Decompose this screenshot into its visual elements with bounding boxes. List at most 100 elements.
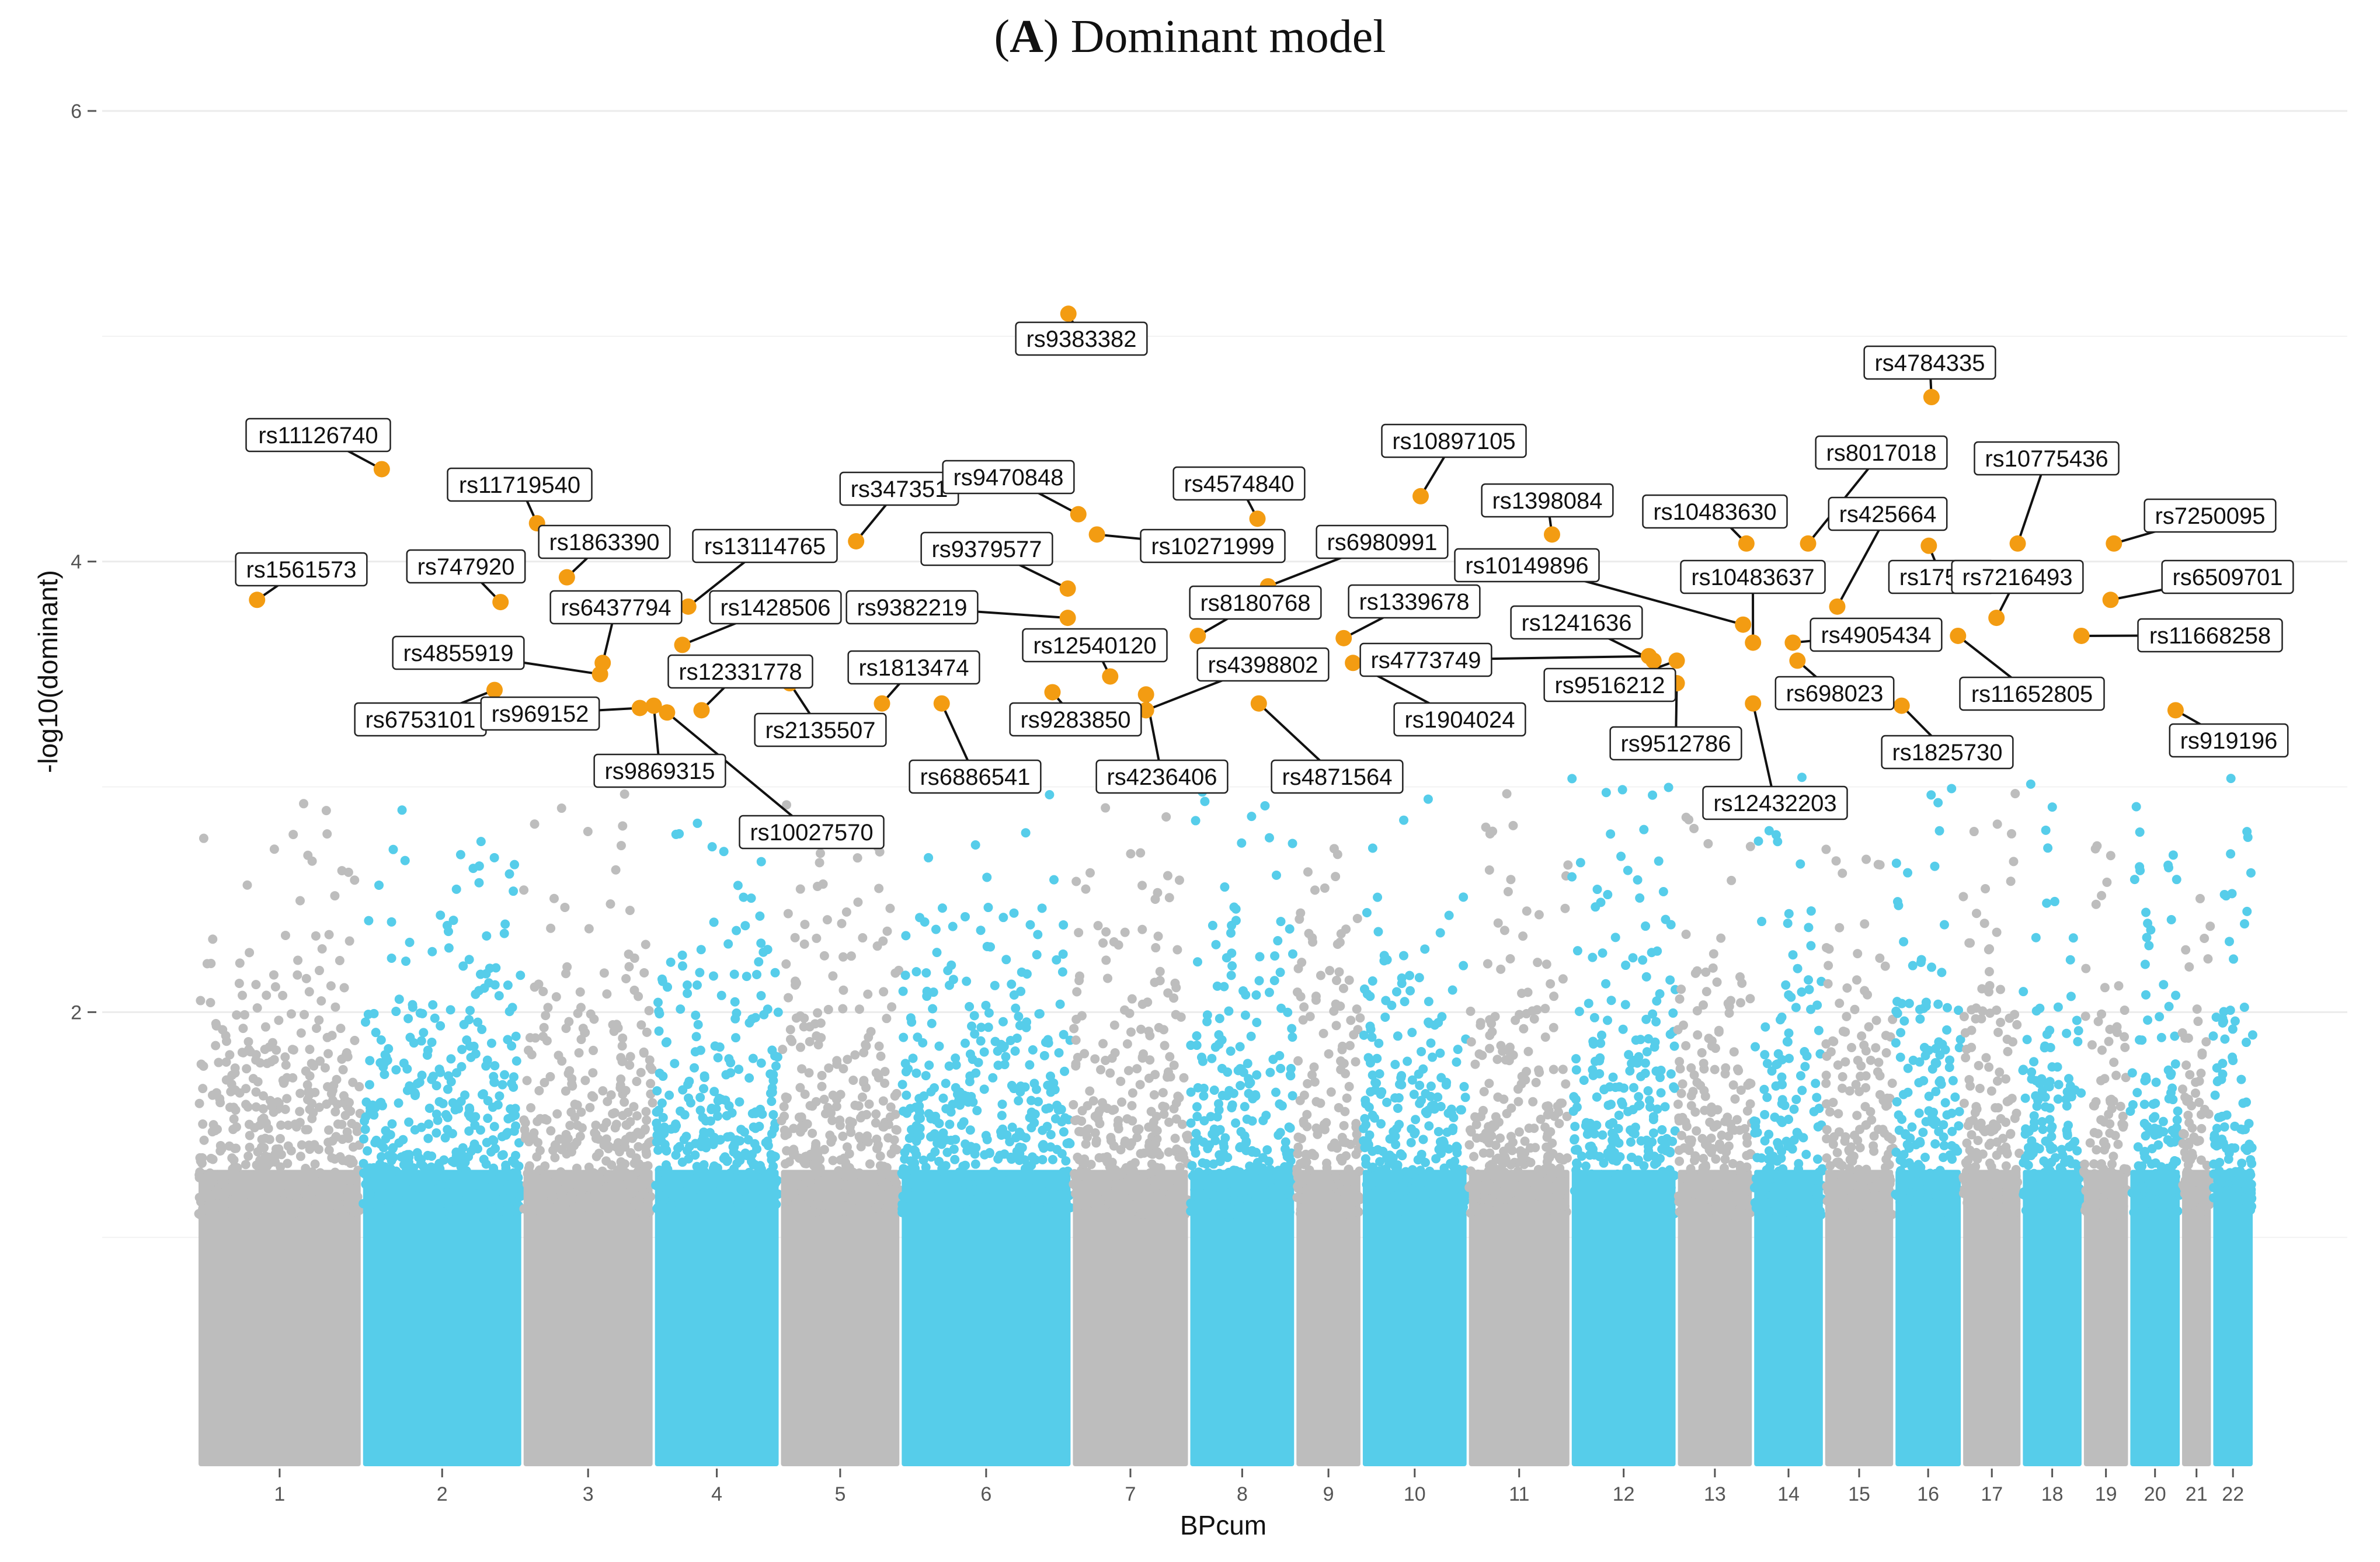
snp-point [1486, 1185, 1496, 1195]
snp-point [1307, 1209, 1317, 1219]
snp-point [1930, 1139, 1940, 1149]
snp-point [1874, 1189, 1884, 1199]
snp-point [1895, 1052, 1905, 1062]
snp-point [1405, 986, 1415, 996]
snp-point [960, 912, 970, 921]
snp-point [1692, 966, 1702, 976]
snp-point [744, 1169, 754, 1179]
snp-point [1638, 955, 1648, 965]
snp-point [1542, 959, 1551, 969]
snp-point [491, 963, 501, 973]
snp-point [215, 1140, 225, 1150]
snp-point [1088, 1096, 1098, 1106]
snp-point [1043, 1038, 1053, 1048]
snp-point [653, 1145, 663, 1155]
snp-point [422, 1050, 432, 1060]
snp-point [1894, 900, 1904, 910]
chromosome-12-dense-band [1571, 1170, 1676, 1466]
snp-point [1950, 1143, 1960, 1153]
snp-point [1718, 1144, 1728, 1154]
snp-point [2065, 955, 2075, 965]
snp-point [1831, 856, 1841, 866]
snp-point [336, 1024, 346, 1034]
snp-point [1452, 1142, 1462, 1152]
snp-point [1032, 950, 1042, 960]
snp-point [1215, 1150, 1224, 1160]
snp-point [1144, 1122, 1154, 1132]
snp-point [427, 947, 437, 956]
snp-point [1137, 881, 1147, 890]
snp-point [1450, 1156, 1460, 1166]
snp-point [938, 1093, 948, 1103]
snp-point [625, 1052, 635, 1062]
snp-point [1770, 1205, 1780, 1215]
snp-point [1189, 1143, 1199, 1153]
snp-point [321, 806, 331, 816]
snp-point [1978, 1149, 1988, 1159]
snp-point [1933, 1195, 1943, 1205]
snp-point [1864, 1203, 1874, 1213]
snp-point [1192, 1041, 1202, 1050]
snp-point [262, 1187, 272, 1197]
snp-point [234, 979, 244, 989]
snp-point [979, 1084, 989, 1094]
snp-point [501, 1160, 511, 1170]
snp-point [1712, 1120, 1722, 1130]
snp-point [252, 1160, 262, 1170]
snp-point [1351, 1057, 1361, 1067]
snp-point [1778, 1164, 1788, 1174]
snp-point [982, 1135, 992, 1144]
snp-point [489, 853, 499, 862]
snp-point [465, 1180, 475, 1190]
snp-point [1637, 1204, 1647, 1214]
snp-point [1897, 1189, 1907, 1199]
snp-point [1353, 1025, 1363, 1035]
snp-point [359, 1134, 368, 1144]
snp-point [1954, 1043, 1964, 1053]
snp-point [1420, 1210, 1430, 1220]
snp-point [1459, 892, 1469, 902]
snp-point [280, 1052, 290, 1062]
snp-point [1394, 1093, 1404, 1103]
snp-point [813, 1040, 823, 1050]
snp-point [617, 1041, 627, 1051]
snp-point [1192, 1112, 1202, 1122]
snp-point [874, 1198, 884, 1208]
snp-point [625, 906, 635, 916]
snp-point [1727, 1210, 1737, 1220]
snp-point [1688, 1087, 1698, 1097]
snp-point [642, 1206, 652, 1216]
snp-point [1453, 1045, 1463, 1055]
snp-point [371, 1028, 381, 1038]
snp-point [1765, 1154, 1774, 1164]
snp-point [1505, 1048, 1515, 1058]
snp-point [1418, 1175, 1428, 1185]
snp-point [584, 924, 594, 934]
snp-point [969, 1011, 979, 1021]
snp-point [245, 948, 255, 958]
snp-point [1656, 1088, 1666, 1098]
snp-point [1309, 1062, 1319, 1072]
snp-point [1857, 1031, 1867, 1041]
snp-point [827, 1134, 837, 1144]
snp-point [1822, 1125, 1832, 1135]
snp-point [641, 1142, 650, 1152]
snp-point [1296, 1133, 1306, 1143]
snp-point [1093, 921, 1103, 931]
snp-point [611, 865, 621, 875]
snp-point [813, 1008, 823, 1018]
snp-point [1939, 1140, 1949, 1150]
snp-point [242, 880, 252, 890]
snp-point [1736, 1085, 1746, 1095]
snp-point [752, 969, 762, 979]
snp-point [715, 1042, 725, 1052]
snp-point [972, 1105, 982, 1115]
snp-point [1958, 892, 1968, 902]
snp-point [1751, 1042, 1760, 1052]
snp-point [819, 1094, 829, 1104]
snp-point [507, 1079, 517, 1088]
snp-point [477, 1203, 487, 1213]
snp-point [1589, 1129, 1599, 1139]
snp-point [1939, 1120, 1948, 1130]
snp-point [1847, 1173, 1857, 1183]
